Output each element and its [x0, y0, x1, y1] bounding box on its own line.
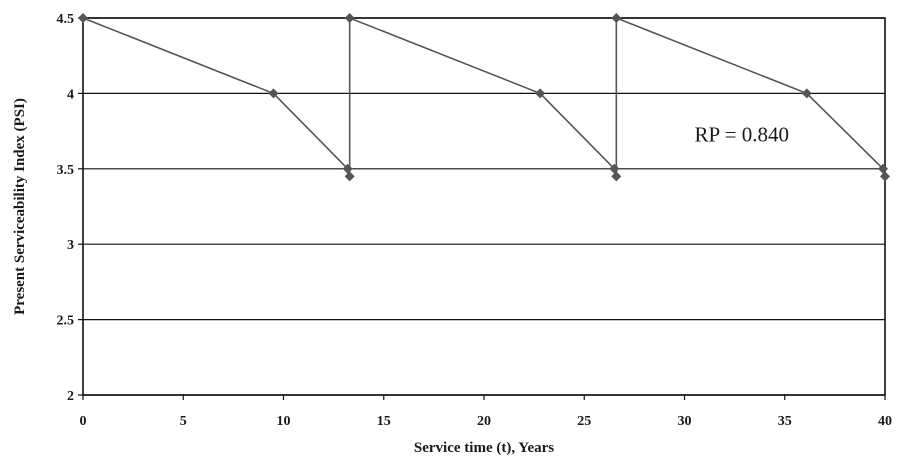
data-point	[268, 88, 279, 99]
x-tick-label: 40	[878, 414, 892, 429]
x-axis-title: Service time (t), Years	[414, 440, 554, 456]
y-tick-label: 4	[67, 87, 74, 102]
x-tick-label: 20	[477, 414, 491, 429]
data-point	[78, 13, 88, 23]
y-tick-label: 2	[67, 389, 74, 404]
plot-area-frame	[82, 17, 886, 396]
x-tick-label: 35	[778, 414, 792, 429]
gridlines	[83, 17, 885, 396]
y-axis-title: Present Serviceability Index (PSI)	[12, 98, 28, 315]
annotation-layer: RP = 0.840	[695, 123, 790, 147]
data-point	[877, 163, 888, 174]
data-point	[535, 88, 546, 99]
data-point	[801, 88, 812, 99]
x-tick-label: 15	[377, 414, 391, 429]
data-point	[342, 163, 353, 174]
x-axis-ticks: 0 5 10 15 20 25 30 35 40	[80, 395, 892, 429]
series-layer	[78, 13, 890, 182]
x-tick-label: 5	[180, 414, 187, 429]
x-tick-label: 10	[277, 414, 291, 429]
data-point	[609, 163, 620, 174]
y-tick-label: 3	[67, 238, 74, 253]
x-tick-label: 30	[678, 414, 692, 429]
y-axis-ticks: 2 2.5 3 3.5 4 4.5	[57, 12, 83, 404]
data-point	[880, 171, 890, 182]
y-tick-label: 2.5	[57, 314, 75, 329]
series-line	[82, 16, 886, 177]
data-point	[611, 171, 622, 182]
y-tick-label: 4.5	[57, 12, 75, 27]
data-point	[344, 13, 355, 23]
annotation-rp: RP = 0.840	[695, 123, 790, 147]
y-tick-label: 3.5	[57, 163, 75, 178]
x-tick-label: 0	[80, 414, 87, 429]
x-tick-label: 25	[577, 414, 591, 429]
data-point	[344, 171, 355, 182]
data-point	[611, 13, 622, 23]
